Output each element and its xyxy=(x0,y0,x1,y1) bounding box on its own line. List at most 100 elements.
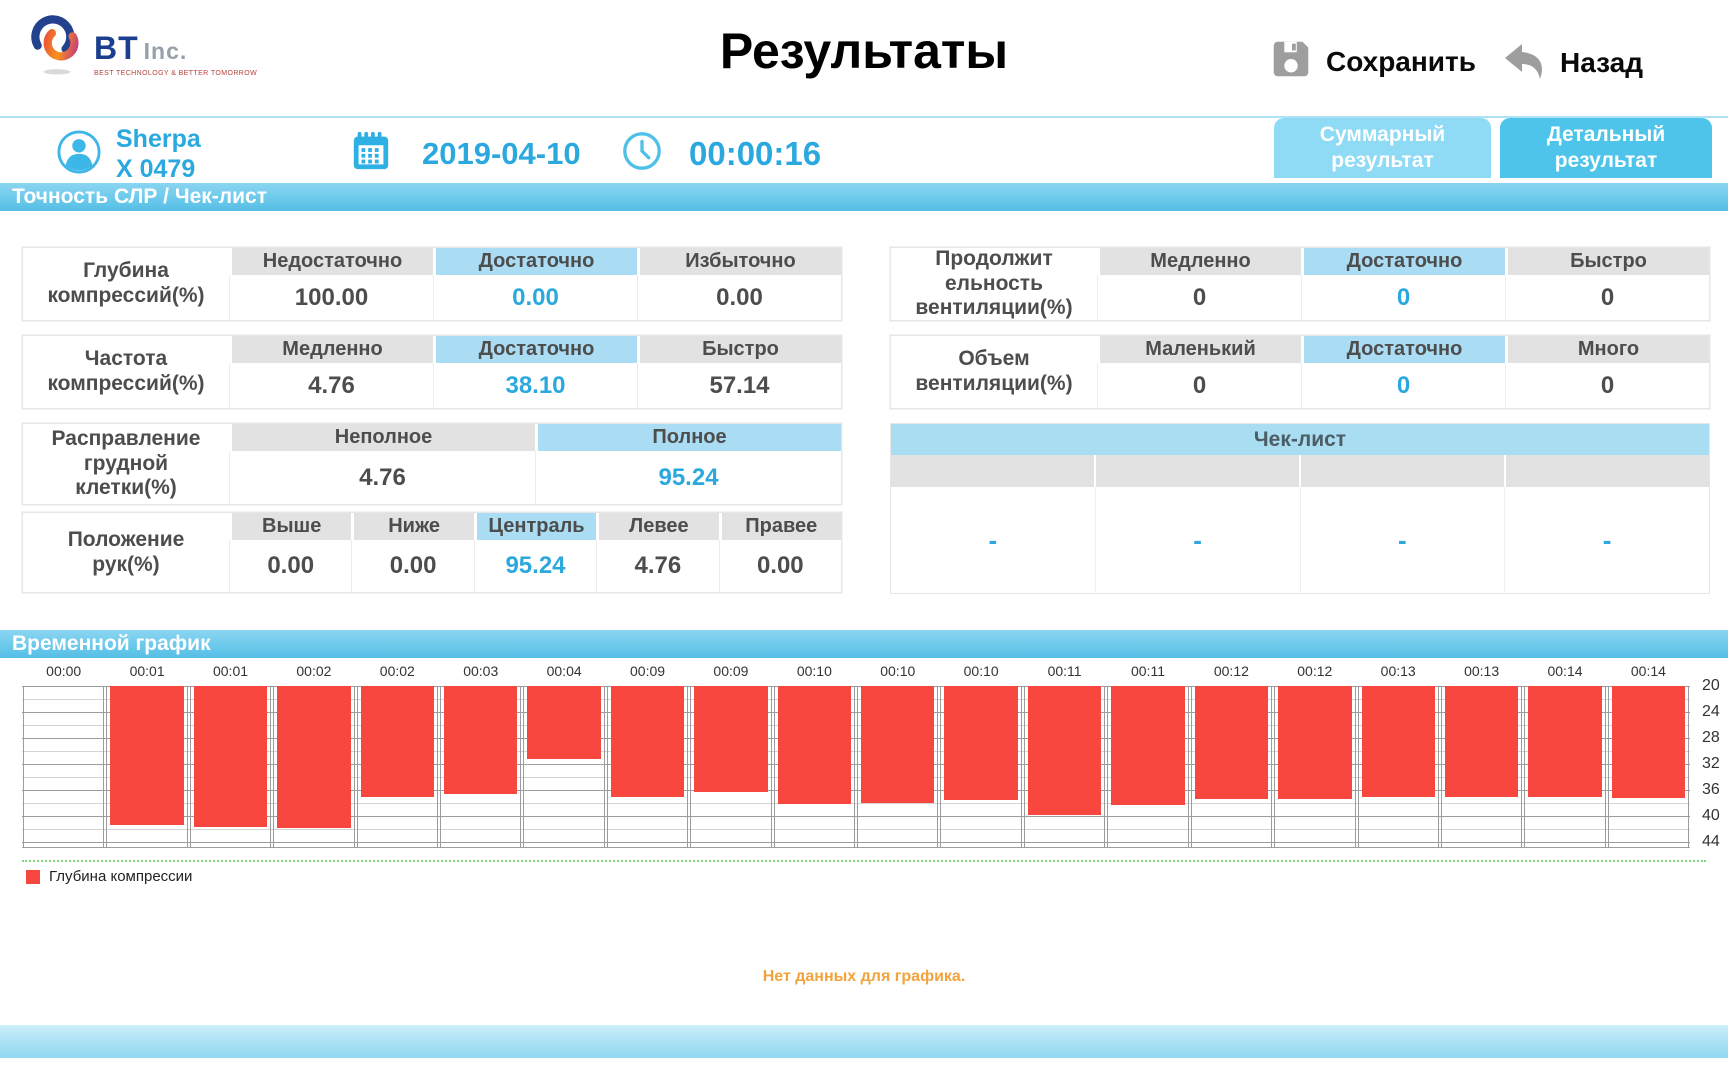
chart-column xyxy=(1607,686,1690,848)
table-header-cell: Достаточно xyxy=(1301,336,1505,363)
y-axis-label: 44 xyxy=(1702,832,1720,850)
time-axis-label: 00:03 xyxy=(463,663,499,679)
gridline-major xyxy=(22,789,1690,791)
chart-column xyxy=(857,686,939,848)
time-axis-label: 00:14 xyxy=(1547,663,1583,679)
back-button-label: Назад xyxy=(1560,46,1644,78)
depth-bar xyxy=(777,686,852,804)
table-value-cell: 0.00 xyxy=(433,275,637,320)
table-label: Глубина компрессий(%) xyxy=(47,259,205,307)
table-header-cell: Медленно xyxy=(229,336,433,363)
chart-column xyxy=(1107,686,1189,848)
table-value-cell: 38.10 xyxy=(433,363,637,408)
time-axis-label: 00:10 xyxy=(963,663,999,679)
depth-bar xyxy=(110,686,184,826)
table-value-cell: 0 xyxy=(1505,363,1709,408)
table-value-cell: 0 xyxy=(1505,275,1709,320)
depth-bar xyxy=(1111,686,1185,805)
results-tables-area: Глубина компрессий(%) Недостаточно Достато… xyxy=(0,210,1728,610)
back-button[interactable]: Назад xyxy=(1500,36,1643,89)
chart-column xyxy=(523,686,605,848)
chart-time-labels: 00:00 00:01 00:01 00:02 00:02 00:03 00:04 00:09… xyxy=(22,663,1690,679)
logo-bt: BT xyxy=(94,30,139,66)
stat-table: Положение рук(%) Выше Ниже Централь Левее Пра… xyxy=(22,512,842,593)
y-axis-label: 36 xyxy=(1702,780,1720,798)
chart-column xyxy=(1190,686,1273,848)
time-axis-label: 00:04 xyxy=(546,663,582,679)
table-header-cell: Неполное xyxy=(229,424,535,451)
table-header-cell: Централь xyxy=(473,513,597,540)
table-header-cell: Правее xyxy=(718,513,841,540)
chart-columns xyxy=(22,686,1690,848)
gridline-minor xyxy=(22,699,1690,700)
depth-bar xyxy=(1278,686,1352,799)
section-header-time-graph: Временной график xyxy=(0,630,1728,658)
clock-icon xyxy=(621,130,663,177)
depth-bar xyxy=(444,686,518,795)
legend-swatch-red xyxy=(26,869,40,884)
checklist-header-cell xyxy=(1301,455,1504,487)
chart-column xyxy=(1440,686,1523,848)
logo-inc: Inc. xyxy=(143,38,188,64)
table-label: Расправление грудной клетки(%) xyxy=(51,426,201,500)
time-axis-label: 00:10 xyxy=(880,663,916,679)
tables-right-column: Продолжит ельность вентиляции(%) Медленно… xyxy=(890,210,1710,594)
table-value-cell: 0.00 xyxy=(351,540,474,592)
chart-column xyxy=(1524,686,1606,848)
gridline-major xyxy=(22,686,1690,687)
chart-column xyxy=(690,686,772,848)
checklist-header-row xyxy=(891,455,1709,487)
table-header-cell: Левее xyxy=(596,513,719,540)
table-value-cell: 57.14 xyxy=(637,363,841,408)
table-header-cell: Быстро xyxy=(1505,248,1709,275)
session-duration: 00:00:16 xyxy=(689,134,822,172)
checklist-title: Чек-лист xyxy=(891,424,1709,455)
device-info: Sherpa X 0479 xyxy=(56,124,201,184)
gridline-minor xyxy=(22,724,1690,726)
depth-bar xyxy=(1027,686,1102,815)
gridline-major xyxy=(22,711,1690,713)
table-value-cell: 0 xyxy=(1097,363,1301,408)
save-button[interactable]: Сохранить xyxy=(1268,36,1476,87)
table-label: Продолжит ельность вентиляции(%) xyxy=(915,248,1073,320)
table-value-cell: 0.00 xyxy=(229,540,352,592)
table-value-cell: 0 xyxy=(1097,275,1301,320)
table-value-cell: 100.00 xyxy=(229,275,433,320)
back-arrow-icon xyxy=(1500,36,1548,89)
chart-column xyxy=(23,686,105,848)
logo-swirl-icon xyxy=(26,6,92,83)
table-header-cell: Полное xyxy=(535,424,841,451)
table-header-cell: Много xyxy=(1505,336,1709,363)
time-axis-label: 00:13 xyxy=(1380,663,1416,679)
time-axis-label: 00:00 xyxy=(46,663,82,679)
table-value-cell: 95.24 xyxy=(473,540,597,592)
time-axis-label: 00:02 xyxy=(296,663,332,679)
depth-bar xyxy=(610,686,685,797)
checklist-value-cell: - xyxy=(988,524,998,555)
depth-bar xyxy=(1361,686,1435,797)
depth-bar xyxy=(277,686,351,828)
tables-left-column: Глубина компрессий(%) Недостаточно Достато… xyxy=(22,210,842,593)
gridline-major xyxy=(22,841,1690,843)
depth-bar xyxy=(1444,686,1519,797)
logo-text: BT Inc. BEST TECHNOLOGY & BETTER TOMORRO… xyxy=(94,6,257,77)
section-header-accuracy: Точность СЛР / Чек-лист xyxy=(0,183,1728,211)
tab-summary-result[interactable]: Суммарный результат xyxy=(1274,118,1491,178)
save-button-label: Сохранить xyxy=(1326,45,1476,77)
tab-detailed-result[interactable]: Детальный результат xyxy=(1500,118,1712,178)
table-header-cell: Достаточно xyxy=(433,336,637,363)
time-axis-label: 00:11 xyxy=(1130,663,1165,679)
table-label: Положение рук(%) xyxy=(67,527,185,576)
header: BT Inc. BEST TECHNOLOGY & BETTER TOMORRO… xyxy=(0,0,1728,116)
table-value-cell: 4.76 xyxy=(229,363,433,408)
depth-bar xyxy=(694,686,768,793)
gridline-minor xyxy=(22,802,1690,804)
table-header-cell: Выше xyxy=(229,513,352,540)
chart-column xyxy=(1274,686,1356,848)
save-floppy-icon xyxy=(1268,36,1314,87)
gridline-major xyxy=(22,763,1690,765)
time-axis-label: 00:11 xyxy=(1047,663,1082,679)
table-header-cell: Ниже xyxy=(351,513,474,540)
depth-bar xyxy=(360,686,435,797)
gridline-minor xyxy=(22,750,1690,752)
